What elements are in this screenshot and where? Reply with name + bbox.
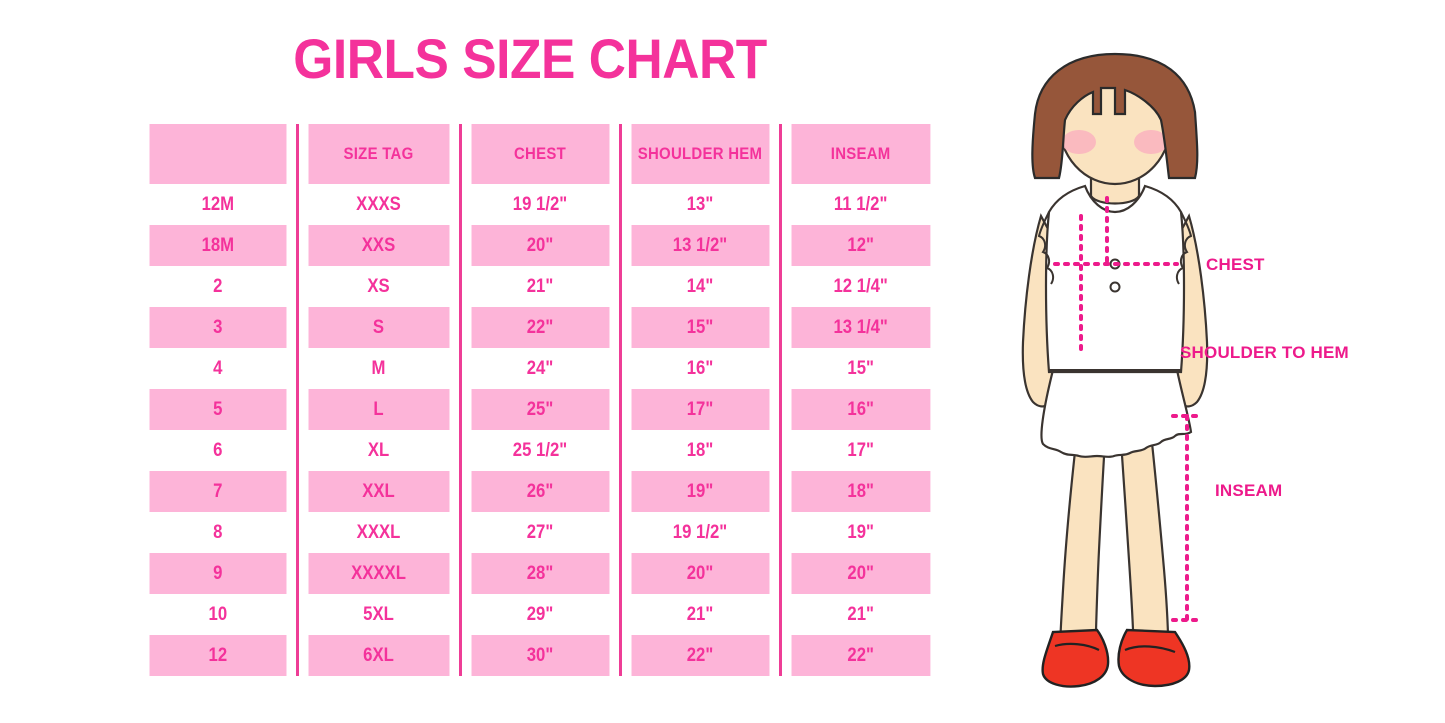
- table-row: 6 XL 25 1/2" 18" 17": [140, 430, 940, 471]
- cell-shoulder-hem: 14": [628, 266, 771, 307]
- cell-size: 6: [149, 430, 288, 471]
- bloomers: [1040, 368, 1193, 458]
- cell-shoulder-hem: 20": [628, 553, 771, 594]
- cell-inseam: 21": [788, 594, 931, 635]
- inseam-bracket: [1171, 414, 1201, 622]
- table-row: 5 L 25" 17" 16": [140, 389, 940, 430]
- cell-size: 3: [149, 307, 288, 348]
- table-row: 9 XXXXL 28" 20" 20": [140, 553, 940, 594]
- cell-inseam: 12": [788, 225, 931, 266]
- cell-shoulder-hem: 16": [628, 348, 771, 389]
- cell-chest: 28": [468, 553, 611, 594]
- cell-size-tag: XXS: [305, 225, 451, 266]
- table-row: 8 XXXL 27" 19 1/2" 19": [140, 512, 940, 553]
- cell-inseam: 13 1/4": [788, 307, 931, 348]
- cell-inseam: 16": [788, 389, 931, 430]
- cell-size-tag: 5XL: [305, 594, 451, 635]
- cell-shoulder-hem: 17": [628, 389, 771, 430]
- right-shoe: [1117, 628, 1191, 688]
- column-header-size-tag: SIZE TAG: [305, 124, 451, 184]
- cell-shoulder-hem: 18": [628, 430, 771, 471]
- cell-shoulder-hem: 13 1/2": [628, 225, 771, 266]
- cell-size-tag: XL: [305, 430, 451, 471]
- left-shoe: [1041, 628, 1110, 688]
- cell-size: 12: [149, 635, 288, 676]
- cell-inseam: 22": [788, 635, 931, 676]
- cell-shoulder-hem: 15": [628, 307, 771, 348]
- cell-shoulder-hem: 19 1/2": [628, 512, 771, 553]
- cell-inseam: 18": [788, 471, 931, 512]
- cell-shoulder-hem: 22": [628, 635, 771, 676]
- cell-size: 10: [149, 594, 288, 635]
- cell-chest: 22": [468, 307, 611, 348]
- cell-chest: 30": [468, 635, 611, 676]
- right-blush: [1134, 130, 1168, 154]
- table-row: 18M XXS 20" 13 1/2" 12": [140, 225, 940, 266]
- cell-size-tag: XXXXL: [305, 553, 451, 594]
- cell-shoulder-hem: 13": [628, 184, 771, 225]
- column-header-inseam: INSEAM: [788, 124, 931, 184]
- cell-size-tag: XXXL: [305, 512, 451, 553]
- table-row: 4 M 24" 16" 15": [140, 348, 940, 389]
- column-header-chest: CHEST: [468, 124, 611, 184]
- cell-chest: 29": [468, 594, 611, 635]
- cell-inseam: 11 1/2": [788, 184, 931, 225]
- cell-chest: 25": [468, 389, 611, 430]
- cell-size-tag: S: [305, 307, 451, 348]
- table-row: 12 6XL 30" 22" 22": [140, 635, 940, 676]
- size-chart-table: SIZE TAG CHEST SHOULDER HEM INSEAM 12M XX…: [140, 124, 940, 676]
- cell-shoulder-hem: 21": [628, 594, 771, 635]
- cell-inseam: 20": [788, 553, 931, 594]
- cell-size: 7: [149, 471, 288, 512]
- table-row: 3 S 22" 15" 13 1/4": [140, 307, 940, 348]
- cell-chest: 19 1/2": [468, 184, 611, 225]
- cell-size-tag: M: [305, 348, 451, 389]
- hair: [1031, 52, 1199, 180]
- page-title: GIRLS SIZE CHART: [293, 27, 767, 90]
- cell-inseam: 17": [788, 430, 931, 471]
- cell-chest: 25 1/2": [468, 430, 611, 471]
- cell-chest: 26": [468, 471, 611, 512]
- column-header-shoulder-hem: SHOULDER HEM: [628, 124, 771, 184]
- cell-size-tag: 6XL: [305, 635, 451, 676]
- cell-size-tag: L: [305, 389, 451, 430]
- cell-chest: 21": [468, 266, 611, 307]
- cell-chest: 27": [468, 512, 611, 553]
- table-row: 7 XXL 26" 19" 18": [140, 471, 940, 512]
- girl-illustration: [1021, 52, 1209, 688]
- cell-inseam: 12 1/4": [788, 266, 931, 307]
- left-blush: [1062, 130, 1096, 154]
- table-row: 12M XXXS 19 1/2" 13" 11 1/2": [140, 184, 940, 225]
- column-header-size: [149, 124, 288, 184]
- cell-size-tag: XS: [305, 266, 451, 307]
- cell-chest: 24": [468, 348, 611, 389]
- cell-size-tag: XXXS: [305, 184, 451, 225]
- cell-size-tag: XXL: [305, 471, 451, 512]
- table-row: 2 XS 21" 14" 12 1/4": [140, 266, 940, 307]
- cell-size: 8: [149, 512, 288, 553]
- cell-size: 12M: [149, 184, 288, 225]
- cell-size: 5: [149, 389, 288, 430]
- cell-size: 2: [149, 266, 288, 307]
- cell-inseam: 15": [788, 348, 931, 389]
- right-sleeve-ruffle: [1175, 211, 1193, 285]
- cell-size: 9: [149, 553, 288, 594]
- cell-size: 18M: [149, 225, 288, 266]
- blouse: [1044, 184, 1186, 374]
- left-sleeve-ruffle: [1037, 211, 1055, 285]
- cell-shoulder-hem: 19": [628, 471, 771, 512]
- cell-size: 4: [149, 348, 288, 389]
- table-row: 10 5XL 29" 21" 21": [140, 594, 940, 635]
- cell-inseam: 19": [788, 512, 931, 553]
- table-header-row: SIZE TAG CHEST SHOULDER HEM INSEAM: [140, 124, 940, 184]
- button-bottom: [1109, 281, 1121, 293]
- cell-chest: 20": [468, 225, 611, 266]
